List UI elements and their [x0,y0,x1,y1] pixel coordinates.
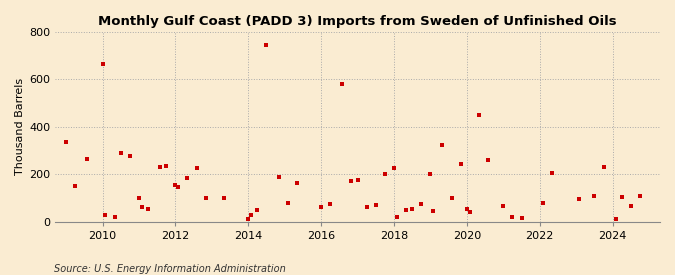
Point [473,113,484,117]
Point [401,208,412,212]
Point [170,183,181,187]
Point [219,196,230,200]
Point [124,154,135,159]
Point [142,207,153,211]
Point [261,43,272,47]
Point [191,166,202,170]
Point [325,202,335,206]
Title: Monthly Gulf Coast (PADD 3) Imports from Sweden of Unfinished Oils: Monthly Gulf Coast (PADD 3) Imports from… [99,15,617,28]
Point [246,212,256,217]
Point [464,210,475,214]
Point [437,142,448,147]
Point [346,179,357,184]
Point [589,193,600,198]
Point [379,172,390,177]
Point [392,215,402,219]
Point [316,205,327,210]
Point [610,217,621,222]
Point [97,62,108,66]
Point [361,205,372,210]
Point [100,212,111,217]
Point [416,202,427,206]
Point [161,164,171,168]
Point [498,204,509,208]
Point [252,208,263,212]
Point [574,197,585,201]
Point [407,207,418,211]
Point [337,82,348,86]
Text: Source: U.S. Energy Information Administration: Source: U.S. Energy Information Administ… [54,264,286,274]
Point [273,174,284,179]
Point [483,158,493,162]
Point [462,207,472,211]
Point [371,203,381,207]
Point [352,178,363,182]
Point [115,151,126,155]
Point [516,216,527,220]
Point [634,193,645,198]
Point [82,157,92,161]
Point [389,166,400,170]
Point [446,196,457,200]
Point [456,161,466,166]
Point [200,196,211,200]
Point [243,217,254,222]
Point [546,171,557,175]
Point [507,215,518,219]
Point [182,176,193,180]
Y-axis label: Thousand Barrels: Thousand Barrels [15,78,25,175]
Point [134,196,144,200]
Point [70,184,80,188]
Point [626,204,637,208]
Point [282,200,293,205]
Point [425,172,436,177]
Point [428,209,439,213]
Point [616,195,627,199]
Point [598,165,609,169]
Point [173,185,184,189]
Point [155,165,165,169]
Point [136,205,147,210]
Point [537,200,548,205]
Point [292,180,302,185]
Point [109,215,120,219]
Point [61,140,72,144]
